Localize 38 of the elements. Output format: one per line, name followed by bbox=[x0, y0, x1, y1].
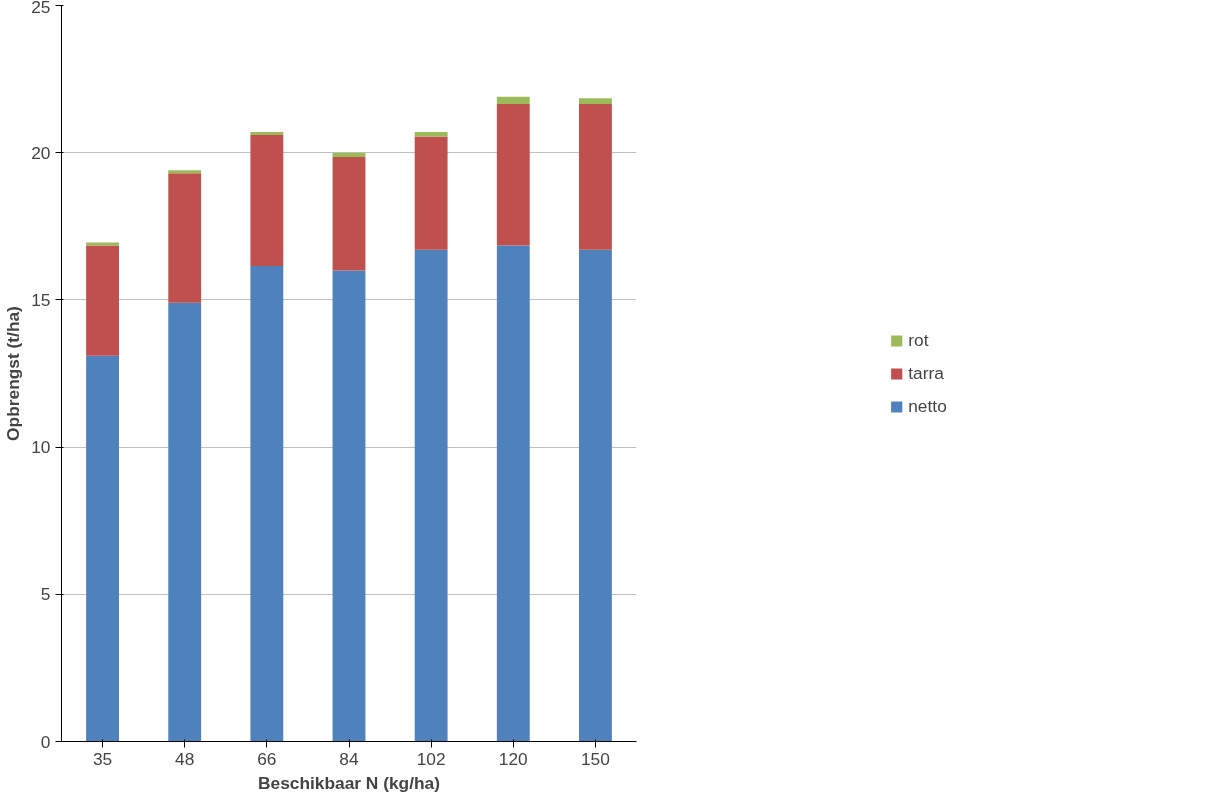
bar bbox=[496, 104, 530, 246]
bar bbox=[86, 355, 119, 742]
bar bbox=[86, 245, 119, 356]
bar bbox=[250, 266, 284, 742]
bar bbox=[414, 136, 448, 250]
y-tick-label: 0 bbox=[40, 731, 51, 752]
bar bbox=[332, 270, 366, 742]
legend-label: netto bbox=[908, 395, 947, 417]
bar bbox=[579, 249, 612, 742]
y-tick-label: 10 bbox=[31, 437, 51, 458]
bar bbox=[579, 104, 612, 250]
x-tick-label: 66 bbox=[257, 748, 277, 769]
y-tick-label: 5 bbox=[40, 584, 51, 605]
x-tick-label: 120 bbox=[498, 748, 528, 769]
bar bbox=[168, 170, 202, 174]
y-tick-label: 15 bbox=[31, 289, 51, 310]
y-tick-label: 20 bbox=[31, 142, 51, 163]
bar bbox=[168, 302, 202, 742]
bar bbox=[250, 135, 284, 267]
bar bbox=[579, 98, 612, 105]
bar bbox=[250, 132, 284, 136]
bar bbox=[332, 157, 366, 271]
x-tick-label: 102 bbox=[416, 748, 446, 769]
y-axis-title: Opbrengst (t/ha) bbox=[3, 306, 24, 441]
bar bbox=[414, 132, 448, 137]
x-tick-label: 48 bbox=[175, 748, 195, 769]
x-tick-label: 35 bbox=[92, 748, 113, 769]
bar bbox=[414, 249, 448, 742]
bar bbox=[496, 245, 530, 742]
bar bbox=[86, 242, 119, 246]
x-axis-title: Beschikbaar N (kg/ha) bbox=[258, 772, 441, 793]
bar bbox=[168, 173, 202, 303]
legend-label: rot bbox=[908, 329, 929, 351]
x-tick-label: 84 bbox=[339, 748, 359, 769]
bar bbox=[496, 96, 530, 105]
y-tick-label: 25 bbox=[31, 0, 51, 17]
legend-label: tarra bbox=[908, 362, 944, 384]
x-tick-label: 150 bbox=[580, 748, 610, 769]
